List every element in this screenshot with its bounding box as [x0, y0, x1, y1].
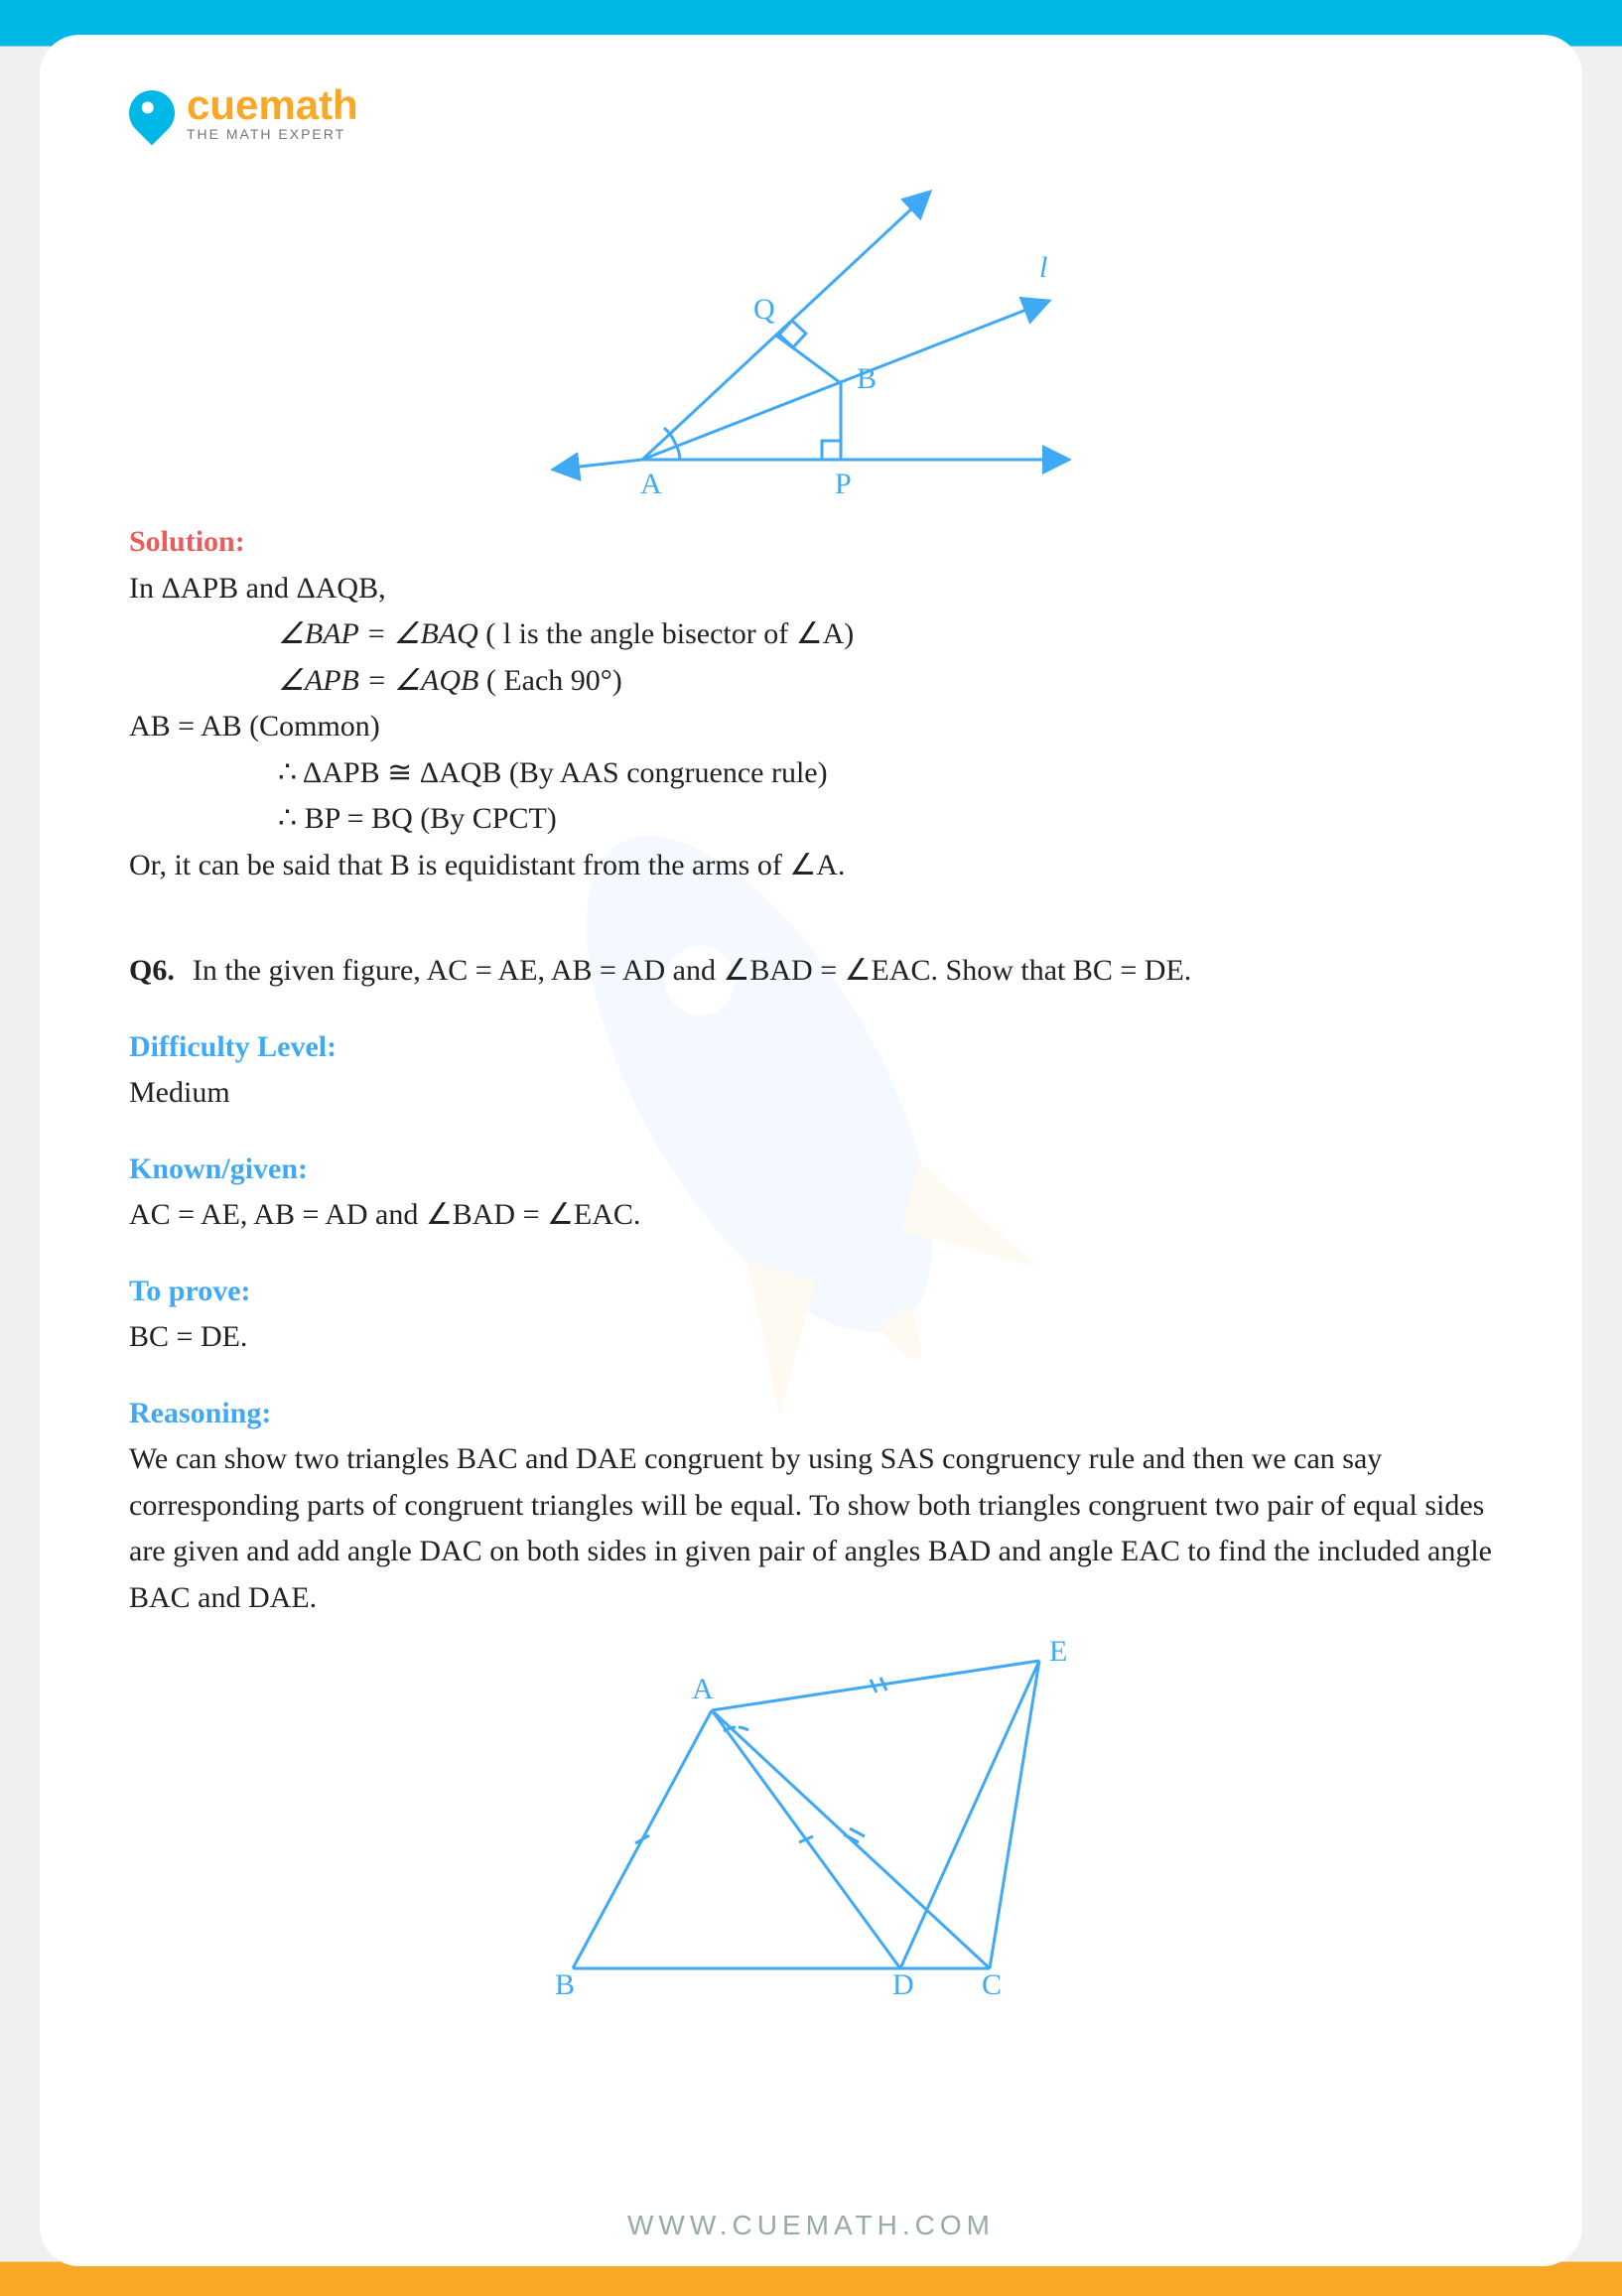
figure-triangles: A B C D E	[503, 1631, 1119, 1998]
question-text: In the given figure, AC = AE, AB = AD an…	[193, 948, 1191, 995]
fig2-label-E: E	[1049, 1635, 1067, 1668]
solution-line4: AB = AB (Common)	[129, 704, 1493, 750]
difficulty-heading: Difficulty Level:	[129, 1030, 337, 1063]
rocket-icon	[119, 80, 184, 145]
solution-eq3: ∴ ΔAPB ≅ ΔAQB (By AAS congruence rule)	[129, 750, 1493, 797]
reasoning-text: We can show two triangles BAC and DAE co…	[129, 1436, 1493, 1621]
solution-eq1-left: ∠BAP = ∠BAQ	[278, 617, 478, 650]
brand-logo: cuemath THE MATH EXPERT	[129, 84, 1493, 142]
fig1-label-P: P	[835, 468, 852, 500]
known-value: AC = AE, AB = AD and ∠BAD = ∠EAC.	[129, 1192, 1493, 1239]
reasoning-heading: Reasoning:	[129, 1397, 271, 1429]
solution-eq1-right: ( l is the angle bisector of ∠A)	[485, 617, 854, 650]
solution-eq4: ∴ BP = BQ (By CPCT)	[129, 796, 1493, 843]
solution-eq2-left: ∠APB = ∠AQB	[278, 664, 478, 697]
question-number: Q6.	[129, 948, 175, 995]
brand-name: cuemath	[187, 84, 358, 126]
difficulty-value: Medium	[129, 1070, 1493, 1117]
fig1-label-l: l	[1039, 251, 1047, 284]
figure-angle-bisector: A P B Q l	[533, 172, 1089, 509]
toprove-value: BC = DE.	[129, 1314, 1493, 1361]
solution-heading: Solution:	[129, 525, 245, 558]
fig2-label-C: C	[982, 1968, 1002, 1998]
fig1-label-Q: Q	[753, 293, 775, 326]
solution-line1: In ΔAPB and ΔAQB,	[129, 566, 1493, 612]
fig2-label-B: B	[555, 1968, 575, 1998]
solution-eq2-right: ( Each 90°)	[486, 664, 622, 697]
toprove-heading: To prove:	[129, 1275, 251, 1307]
fig1-label-B: B	[857, 362, 877, 395]
fig1-label-A: A	[640, 468, 662, 500]
known-heading: Known/given:	[129, 1152, 308, 1185]
footer-url: WWW.CUEMATH.COM	[40, 2210, 1582, 2241]
solution-conclusion: Or, it can be said that B is equidistant…	[129, 843, 1493, 889]
fig2-label-D: D	[892, 1968, 914, 1998]
fig2-label-A: A	[692, 1673, 714, 1705]
brand-tagline: THE MATH EXPERT	[187, 126, 358, 142]
